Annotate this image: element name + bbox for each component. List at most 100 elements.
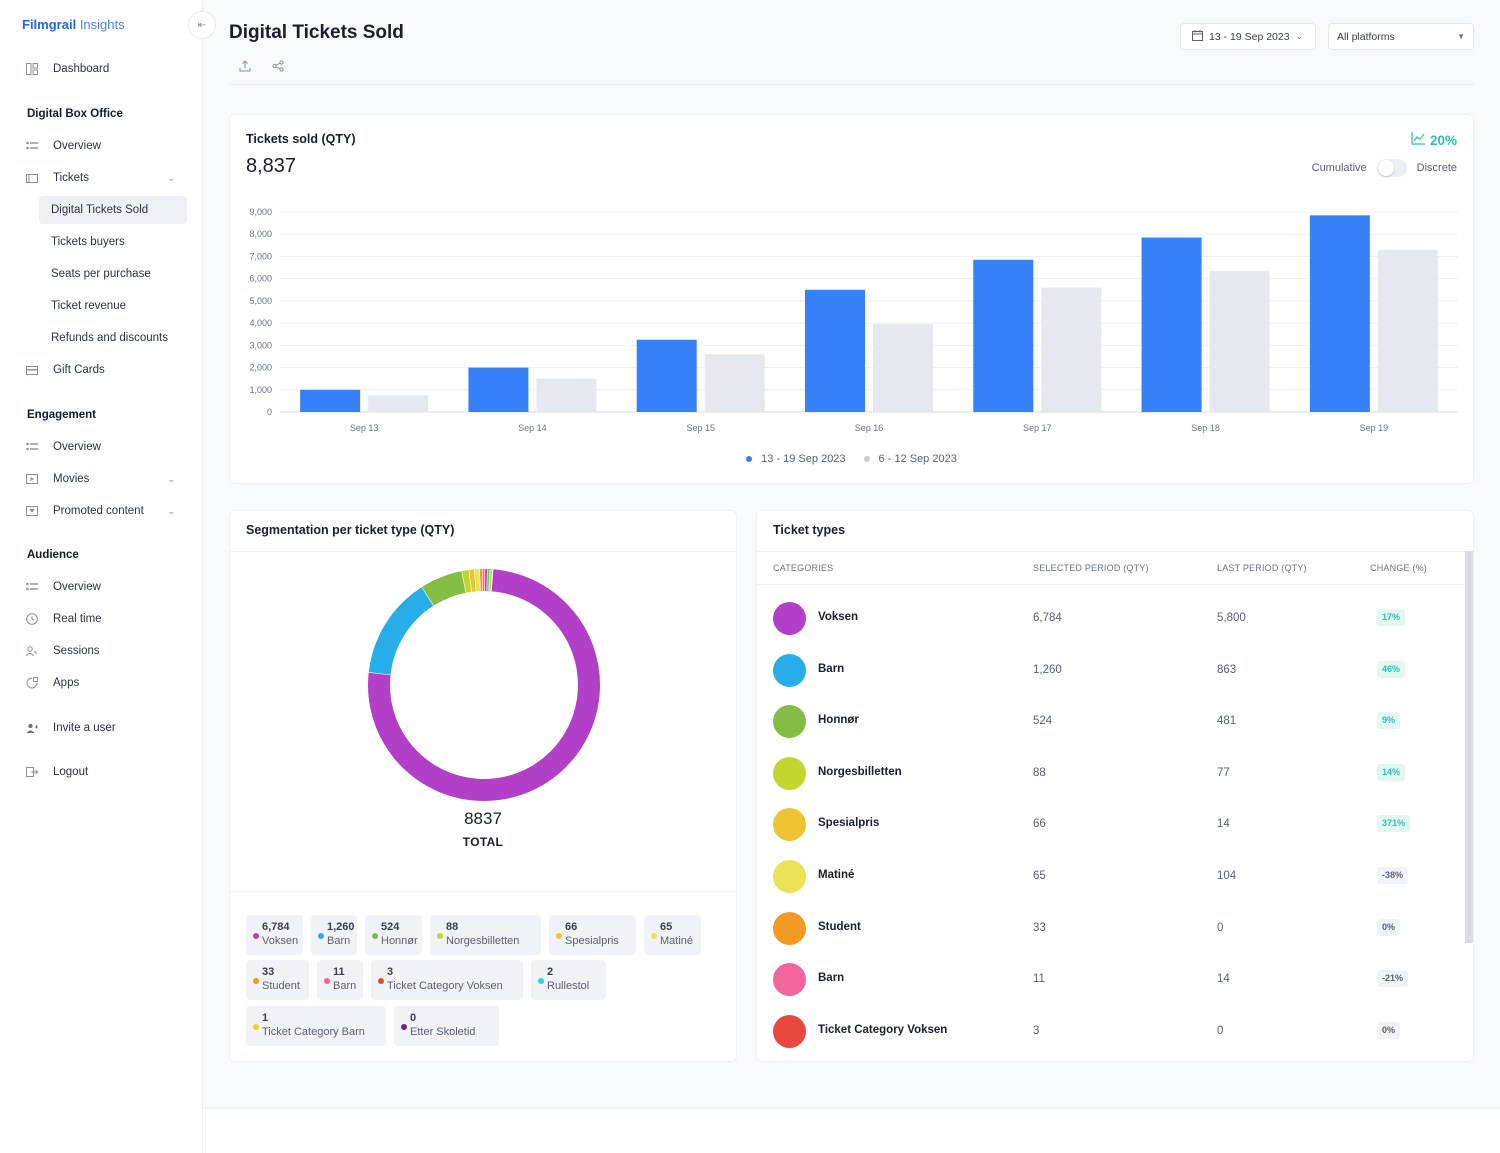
bar-current-period[interactable] — [636, 339, 697, 412]
column-header-last-period[interactable]: LAST PERIOD (QTY) — [1217, 563, 1307, 573]
trend-indicator: 20% — [1411, 132, 1457, 148]
segment-chip[interactable]: 88 Norgesbilletten — [430, 915, 541, 955]
segment-chip[interactable]: 1 Ticket Category Barn — [246, 1006, 386, 1046]
collapse-sidebar-button[interactable]: ⇤ — [188, 11, 216, 39]
sidebar-subitem-refunds-discounts[interactable]: Refunds and discounts — [51, 332, 168, 344]
bar-current-period[interactable] — [468, 367, 529, 412]
sidebar-item-tickets[interactable]: Tickets ⌄ — [22, 164, 187, 192]
chip-value: 6,784 — [262, 921, 290, 933]
category-color-swatch — [773, 860, 806, 893]
category-name: Barn — [818, 662, 845, 675]
bar-previous-period[interactable] — [873, 324, 933, 412]
chip-label: Ticket Category Barn — [262, 1026, 365, 1038]
donut-slice[interactable] — [368, 586, 435, 675]
bar-current-period[interactable] — [1141, 237, 1202, 412]
category-name: Student — [818, 920, 861, 933]
segment-chip[interactable]: 66 Spesialpris — [549, 915, 636, 955]
segment-chip[interactable]: 33 Student — [246, 960, 309, 1000]
table-row[interactable]: Honnør 524 481 9% — [757, 696, 1467, 748]
sidebar-item-sessions[interactable]: Sessions — [22, 637, 187, 665]
segment-chip[interactable]: 6,784 Voksen — [246, 915, 303, 955]
users-icon — [25, 644, 39, 658]
chip-color-dot — [401, 1024, 407, 1030]
sidebar-subitem-seats-per-purchase[interactable]: Seats per purchase — [51, 268, 151, 280]
platform-select[interactable]: All platforms ▼ — [1328, 23, 1474, 50]
sidebar-item-label: Promoted content — [53, 505, 144, 517]
sidebar-item-apps[interactable]: Apps — [22, 669, 187, 697]
change-badge: 17% — [1377, 609, 1406, 626]
bar-current-period[interactable] — [300, 389, 361, 412]
sidebar-item-box-office-overview[interactable]: Overview — [22, 132, 187, 160]
donut-slice[interactable] — [368, 569, 600, 801]
bar-current-period[interactable] — [1309, 215, 1370, 412]
chip-label: Student — [262, 980, 300, 992]
table-row[interactable]: Voksen 6,784 5,800 17% — [757, 593, 1467, 645]
export-icon[interactable] — [237, 58, 253, 74]
donut-slice[interactable] — [422, 571, 467, 606]
table-row[interactable]: Norgesbilletten 88 77 14% — [757, 748, 1467, 800]
segment-chip[interactable]: 11 Barn — [317, 960, 363, 1000]
table-row[interactable]: Student 33 0 0% — [757, 903, 1467, 955]
selected-period-value: 3 — [1033, 1024, 1040, 1037]
column-header-categories[interactable]: CATEGORIES — [773, 563, 834, 573]
chevron-down-icon[interactable]: ⌄ — [167, 473, 175, 484]
sidebar-item-engagement-overview[interactable]: Overview — [22, 433, 187, 461]
table-row[interactable]: Matiné 65 104 -38% — [757, 851, 1467, 903]
chevron-down-icon[interactable]: ⌄ — [167, 172, 175, 183]
card-divider — [230, 551, 736, 552]
segment-chip[interactable]: 0 Etter Skoletid — [394, 1006, 499, 1046]
share-icon[interactable] — [270, 58, 286, 74]
column-header-selected-period[interactable]: SELECTED PERIOD (QTY) — [1033, 563, 1149, 573]
sidebar-item-label: Logout — [53, 766, 89, 778]
table-row[interactable]: Ticket Category Voksen 3 0 0% — [757, 1006, 1467, 1058]
cumulative-discrete-toggle[interactable] — [1376, 159, 1407, 177]
chevron-down-icon[interactable]: ⌄ — [167, 505, 175, 516]
sidebar-item-logout[interactable]: Logout — [22, 758, 187, 786]
sidebar-item-audience-overview[interactable]: Overview — [22, 573, 187, 601]
bar-previous-period[interactable] — [1377, 249, 1438, 412]
segment-chip[interactable]: 65 Matiné — [644, 915, 701, 955]
segment-chip[interactable]: 524 Honnør — [365, 915, 422, 955]
calendar-icon — [1192, 29, 1203, 44]
segment-chip[interactable]: 3 Ticket Category Voksen — [371, 960, 523, 1000]
y-tick-label: 9,000 — [249, 207, 272, 217]
sidebar-subitem-ticket-revenue[interactable]: Ticket revenue — [51, 300, 126, 312]
bar-current-period[interactable] — [805, 289, 865, 412]
x-tick-label: Sep 18 — [1191, 423, 1220, 433]
bar-previous-period[interactable] — [536, 378, 597, 412]
legend-item-current[interactable]: 13 - 19 Sep 2023 — [746, 453, 846, 465]
legend-item-previous[interactable]: 6 - 12 Sep 2023 — [863, 453, 957, 465]
caret-down-icon: ▼ — [1457, 32, 1465, 41]
bar-current-period[interactable] — [973, 259, 1034, 412]
chip-label: Matiné — [660, 935, 694, 947]
sidebar-subitem-digital-tickets-sold[interactable]: Digital Tickets Sold — [39, 196, 187, 224]
sidebar-item-gift-cards[interactable]: Gift Cards — [22, 356, 187, 384]
segment-chip[interactable]: 1,260 Barn — [311, 915, 357, 955]
bar-previous-period[interactable] — [704, 354, 765, 412]
date-range-picker[interactable]: 13 - 19 Sep 2023 ⌄ — [1180, 23, 1316, 50]
donut-slice[interactable] — [469, 569, 477, 592]
bar-previous-period[interactable] — [1209, 270, 1270, 412]
segment-chip[interactable]: 2 Rullestol — [531, 960, 606, 1000]
sidebar-item-movies[interactable]: Movies ⌄ — [22, 465, 187, 493]
selected-period-value: 11 — [1033, 973, 1045, 986]
chip-label: Barn — [327, 935, 351, 947]
sidebar-item-promoted-content[interactable]: Promoted content ⌄ — [22, 497, 187, 525]
table-row[interactable]: Barn 11 14 -21% — [757, 954, 1467, 1006]
bar-previous-period[interactable] — [368, 395, 429, 412]
x-tick-label: Sep 19 — [1360, 423, 1389, 433]
chip-label: Ticket Category Voksen — [387, 980, 503, 992]
table-row[interactable]: Barn 1,260 863 46% — [757, 645, 1467, 697]
category-color-swatch — [773, 653, 806, 687]
brand-logo[interactable]: Filmgrail Insights — [22, 17, 125, 32]
table-scrollbar[interactable] — [1465, 551, 1473, 943]
sidebar-subitem-tickets-buyers[interactable]: Tickets buyers — [51, 236, 125, 248]
bar-previous-period[interactable] — [1041, 287, 1102, 412]
column-header-change[interactable]: CHANGE (%) — [1370, 563, 1428, 573]
chip-color-dot — [324, 978, 330, 984]
sidebar-item-real-time[interactable]: Real time — [22, 605, 187, 633]
table-row[interactable]: Spesialpris 66 14 371% — [757, 799, 1467, 851]
sidebar-item-dashboard[interactable]: Dashboard — [22, 55, 187, 83]
donut-slice[interactable] — [461, 569, 473, 593]
sidebar-item-invite-user[interactable]: Invite a user — [22, 714, 187, 742]
